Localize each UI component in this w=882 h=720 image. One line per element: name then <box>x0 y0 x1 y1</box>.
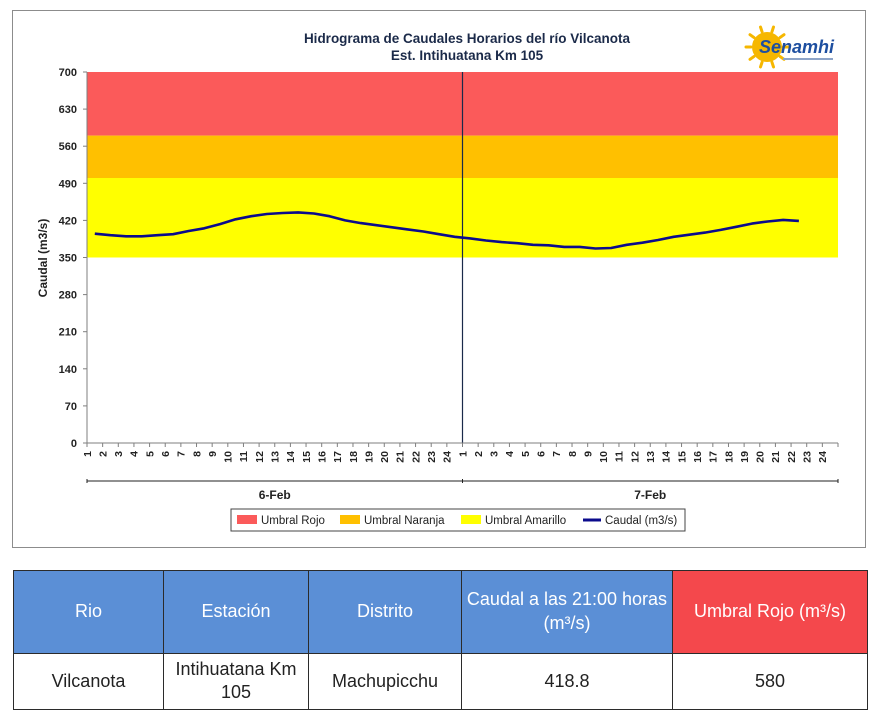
legend-box <box>230 508 686 532</box>
y-tick-label: 280 <box>59 290 77 302</box>
y-tick-label: 420 <box>59 215 77 227</box>
logo-sun-ray-icon <box>748 33 756 40</box>
x-tick-label: 10 <box>223 451 235 463</box>
x-tick-label: 13 <box>645 451 657 463</box>
x-tick-label: 21 <box>770 451 782 463</box>
header-estacion: Estación <box>163 570 309 654</box>
legend-swatch <box>461 515 481 524</box>
legend-label: Umbral Amarillo <box>485 515 566 527</box>
chart-title: Hidrograma de Caudales Horarios del río … <box>304 31 631 46</box>
table-header-row: Rio Estación Distrito Caudal a las 21:00… <box>13 570 868 654</box>
table-row: Vilcanota Intihuatana Km 105 Machupicchu… <box>13 652 868 711</box>
x-tick-label: 6 <box>160 451 172 457</box>
x-tick-label: 14 <box>285 451 297 463</box>
y-tick-label: 560 <box>59 141 77 153</box>
logo-sun-ray-icon <box>759 60 764 69</box>
x-tick-label: 11 <box>614 451 626 462</box>
cell-estacion: Intihuatana Km 105 <box>163 652 309 711</box>
y-axis-title: Caudal (m3/s) <box>36 219 50 298</box>
x-tick-label: 15 <box>301 451 313 463</box>
chart-frame: Senamhi070140210280350420490560630700123… <box>12 10 866 548</box>
x-tick-label: 4 <box>129 451 141 457</box>
logo-sun-ray-icon <box>770 25 775 34</box>
station-table: Rio Estación Distrito Caudal a las 21:00… <box>13 570 868 711</box>
x-tick-label: 2 <box>473 451 485 457</box>
legend-swatch <box>340 515 360 524</box>
x-tick-label: 21 <box>395 451 407 463</box>
x-tick-label: 12 <box>629 451 641 463</box>
x-tick-label: 8 <box>191 451 203 457</box>
header-rio: Rio <box>13 570 164 654</box>
y-tick-label: 490 <box>59 178 77 190</box>
y-tick-label: 350 <box>59 253 77 265</box>
x-tick-label: 9 <box>207 451 219 457</box>
header-umbral-rojo: Umbral Rojo (m³/s) <box>672 570 868 654</box>
x-tick-label: 1 <box>82 451 94 457</box>
hydrograph-chart: Senamhi070140210280350420490560630700123… <box>36 25 839 532</box>
logo-sun-ray-icon <box>770 60 775 69</box>
x-tick-label: 19 <box>363 451 375 463</box>
y-tick-label: 210 <box>59 327 77 339</box>
chart-subtitle: Est. Intihuatana Km 105 <box>391 48 544 63</box>
x-tick-label: 17 <box>332 451 344 463</box>
legend-label: Umbral Rojo <box>261 515 325 527</box>
day-label: 7-Feb <box>634 488 666 502</box>
x-tick-label: 23 <box>426 451 438 463</box>
x-tick-label: 6 <box>536 451 548 457</box>
x-tick-label: 22 <box>786 451 798 463</box>
x-tick-label: 24 <box>442 451 454 463</box>
y-tick-label: 70 <box>65 401 77 413</box>
cell-rio: Vilcanota <box>13 652 164 711</box>
x-tick-label: 5 <box>144 451 156 457</box>
x-tick-label: 7 <box>176 451 188 457</box>
legend-label: Umbral Naranja <box>364 515 445 527</box>
x-tick-label: 4 <box>504 451 516 457</box>
x-tick-label: 8 <box>567 451 579 457</box>
cell-caudal: 418.8 <box>461 652 673 711</box>
x-tick-label: 20 <box>755 451 767 463</box>
day-label: 6-Feb <box>259 488 291 502</box>
logo-subline <box>783 58 833 60</box>
cell-umbral-rojo: 580 <box>672 652 868 711</box>
x-tick-label: 5 <box>520 451 532 457</box>
y-tick-label: 140 <box>59 364 77 376</box>
x-tick-label: 13 <box>270 451 282 463</box>
cell-distrito: Machupicchu <box>308 652 462 711</box>
x-tick-label: 23 <box>801 451 813 463</box>
x-tick-label: 3 <box>113 451 125 457</box>
caudal-series-line <box>94 211 799 250</box>
x-tick-label: 19 <box>739 451 751 463</box>
y-tick-label: 700 <box>59 67 77 79</box>
x-tick-label: 20 <box>379 451 391 463</box>
x-tick-label: 3 <box>489 451 501 457</box>
x-tick-label: 1 <box>457 451 469 457</box>
x-tick-label: 16 <box>316 451 328 463</box>
x-tick-label: 2 <box>97 451 109 457</box>
y-tick-label: 0 <box>71 438 77 450</box>
x-tick-label: 15 <box>676 451 688 463</box>
legend-swatch <box>237 515 257 524</box>
x-tick-label: 24 <box>817 451 829 463</box>
x-tick-label: 7 <box>551 451 563 457</box>
x-tick-label: 11 <box>238 451 250 462</box>
logo-sun-ray-icon <box>759 25 764 34</box>
x-tick-label: 16 <box>692 451 704 463</box>
logo-text: Senamhi <box>759 37 835 57</box>
legend-label: Caudal (m3/s) <box>605 515 677 527</box>
logo-sun-ray-icon <box>778 33 786 40</box>
x-tick-label: 14 <box>661 451 673 463</box>
y-tick-label: 630 <box>59 104 77 116</box>
logo-sun-icon <box>752 32 782 62</box>
x-tick-label: 18 <box>348 451 360 463</box>
x-tick-label: 10 <box>598 451 610 463</box>
x-tick-label: 18 <box>723 451 735 463</box>
header-distrito: Distrito <box>308 570 462 654</box>
x-tick-label: 22 <box>410 451 422 463</box>
x-tick-label: 17 <box>708 451 720 463</box>
x-tick-label: 12 <box>254 451 266 463</box>
logo-sun-ray-icon <box>748 54 756 61</box>
header-caudal: Caudal a las 21:00 horas (m³/s) <box>461 570 673 654</box>
x-tick-label: 9 <box>582 451 594 457</box>
